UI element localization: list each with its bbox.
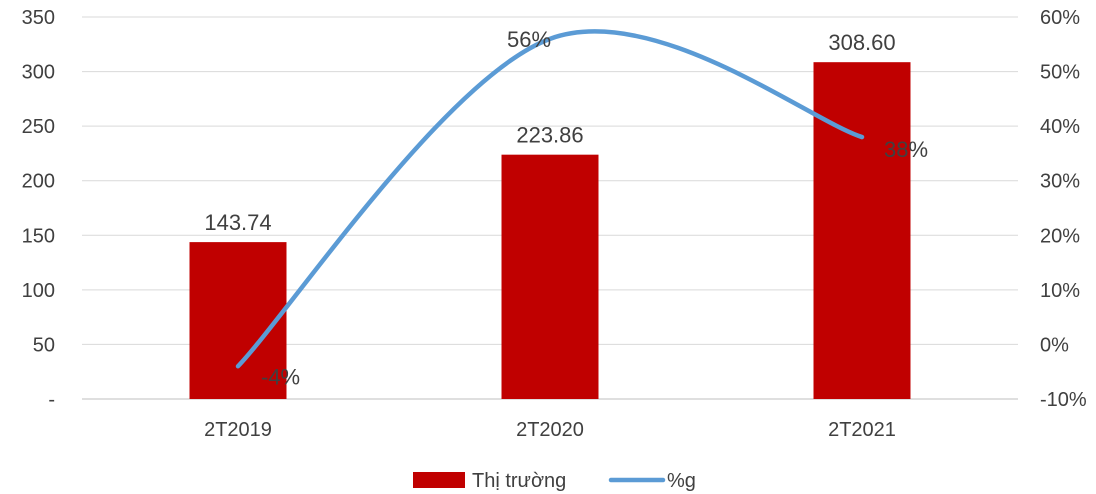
- right-axis-tick-label: 0%: [1040, 334, 1069, 356]
- left-axis-tick-label: -: [48, 389, 55, 411]
- line-data-label: 38%: [884, 137, 928, 162]
- data-labels: 143.74 223.86 308.60 -4% 56% 38%: [204, 27, 928, 389]
- left-axis-tick-label: 250: [22, 116, 55, 138]
- left-axis-tick-label: 100: [22, 280, 55, 302]
- right-axis-tick-label: -10%: [1040, 389, 1087, 411]
- left-axis-tick-label: 350: [22, 7, 55, 29]
- right-axis-tick-label: 50%: [1040, 62, 1080, 84]
- line-data-label: 56%: [507, 27, 551, 52]
- legend: Thị trường %g: [413, 470, 696, 492]
- right-axis-tick-label: 30%: [1040, 171, 1080, 193]
- right-axis-ticks: -10% 0% 10% 20% 30% 40% 50% 60%: [1040, 7, 1087, 411]
- bar: [501, 154, 599, 399]
- bar: [189, 242, 287, 399]
- right-axis-tick-label: 10%: [1040, 280, 1080, 302]
- left-axis-tick-label: 300: [22, 62, 55, 84]
- left-axis-ticks: - 50 100 150 200 250 300 350: [22, 7, 55, 411]
- x-axis-tick-label: 2T2021: [828, 419, 896, 441]
- line-series: [235, 29, 865, 369]
- x-axis-tick-label: 2T2019: [204, 419, 272, 441]
- bar-series: [189, 62, 911, 399]
- legend-label: %g: [667, 470, 696, 492]
- bar-data-label: 143.74: [204, 210, 271, 235]
- bar: [813, 62, 911, 399]
- bar-data-label: 308.60: [828, 30, 895, 55]
- right-axis-tick-label: 20%: [1040, 225, 1080, 247]
- left-axis-tick-label: 50: [33, 334, 55, 356]
- left-axis-tick-label: 200: [22, 171, 55, 193]
- legend-label: Thị trường: [472, 470, 566, 492]
- right-axis-tick-label: 60%: [1040, 7, 1080, 29]
- line-data-label: -4%: [261, 364, 300, 389]
- bar-data-label: 223.86: [516, 123, 583, 148]
- x-axis-ticks: 2T2019 2T2020 2T2021: [204, 419, 896, 441]
- growth-line: [235, 29, 865, 369]
- x-axis-tick-label: 2T2020: [516, 419, 584, 441]
- left-axis-tick-label: 150: [22, 225, 55, 247]
- right-axis-tick-label: 40%: [1040, 116, 1080, 138]
- legend-swatch-bar: [413, 472, 465, 488]
